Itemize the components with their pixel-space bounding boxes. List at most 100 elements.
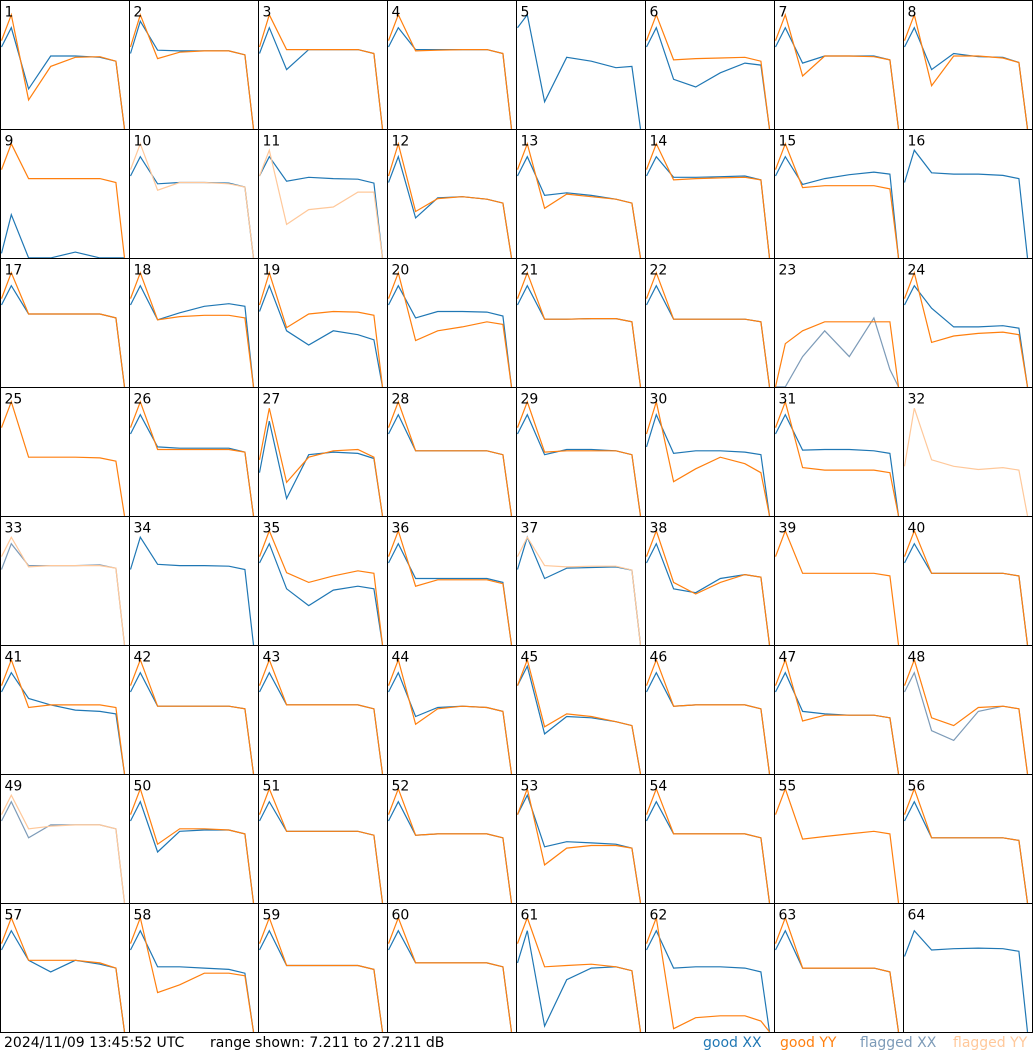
legend-entry: good XX [703, 1035, 762, 1051]
spectrum-xx [129, 535, 255, 645]
panel-label: 9 [5, 134, 14, 150]
panel-label: 46 [650, 650, 668, 666]
panel-label: 60 [392, 908, 410, 924]
spectrum-xx [645, 26, 771, 129]
legend-entry: flagged YY [953, 1035, 1028, 1051]
spectrum-yy [645, 658, 771, 774]
range-label: range shown: 7.211 to 27.211 dB [210, 1035, 444, 1051]
panel-label: 8 [908, 5, 917, 21]
spectrum-yy [129, 12, 255, 129]
panel-label: 14 [650, 134, 668, 150]
spectrum-xx [129, 929, 255, 1032]
spectrum-xx [258, 284, 384, 388]
panel-label: 21 [521, 263, 539, 279]
panel-label: 56 [908, 779, 926, 795]
panel-label: 38 [650, 521, 668, 537]
panel-label: 55 [779, 779, 797, 795]
panel-label: 45 [521, 650, 539, 666]
spectrum-yy [903, 12, 1029, 129]
spectrum-yy [0, 793, 126, 903]
panel-label: 1 [5, 5, 14, 21]
spectrum-yy [903, 657, 1029, 774]
panel-label: 47 [779, 650, 797, 666]
spectrum-yy [258, 916, 384, 1032]
spectrum-yy [774, 12, 900, 129]
spectrum-yy [387, 657, 513, 774]
spectrum-yy [903, 787, 1029, 903]
legend-entry: good YY [780, 1035, 837, 1051]
panel-label: 29 [521, 392, 539, 408]
spectrum-yy [774, 399, 900, 517]
panel-label: 34 [134, 521, 152, 537]
panel-label: 52 [392, 779, 410, 795]
spectrum-yy [0, 142, 126, 258]
spectrum-yy [774, 916, 900, 1032]
spectrum-yy [516, 916, 642, 1032]
spectrum-yy [645, 271, 771, 387]
spectrum-yy [387, 916, 513, 1032]
spectrum-yy [0, 399, 126, 516]
panel-label: 16 [908, 134, 926, 150]
spectrum-yy [645, 13, 771, 129]
spectrum-yy [903, 270, 1029, 387]
panel-label: 10 [134, 134, 152, 150]
spectrum-yy [645, 142, 771, 258]
spectrum-yy [258, 408, 384, 516]
panel-label: 17 [5, 263, 23, 279]
panel-label: 20 [392, 263, 410, 279]
spectrum-yy [387, 400, 513, 516]
spectrum-yy [774, 529, 900, 645]
panel-label: 57 [5, 908, 23, 924]
spectrum-xx [387, 284, 513, 387]
panel-label: 50 [134, 779, 152, 795]
spectrum-yy [903, 529, 1029, 645]
panel-label: 36 [392, 521, 410, 537]
panel-label: 54 [650, 779, 668, 795]
spectrum-yy [258, 658, 384, 774]
panel-label: 4 [392, 5, 401, 21]
spectrum-yy [258, 270, 384, 387]
spectrum-yy [129, 658, 255, 774]
spectrum-yy [645, 529, 771, 645]
spectrum-xx [387, 542, 513, 645]
spectrum-yy [645, 915, 770, 1033]
spectrum-yy [387, 13, 513, 129]
spectrum-yy [0, 12, 126, 129]
panel-label: 2 [134, 5, 143, 21]
spectrum-xx [903, 284, 1029, 387]
panel-label: 35 [263, 521, 281, 537]
panel-label: 51 [263, 779, 281, 795]
panel-label: 26 [134, 392, 152, 408]
panel-label: 30 [650, 392, 668, 408]
spectrum-xx [645, 412, 771, 516]
panel-label: 53 [521, 779, 539, 795]
spectrum-yy [258, 13, 384, 129]
spectrum-yy [645, 787, 771, 903]
panel-label: 64 [908, 908, 926, 924]
panel-label: 15 [779, 134, 797, 150]
spectrum-yy [387, 528, 513, 645]
spectrum-yy [0, 658, 126, 774]
spectrum-yy [516, 786, 642, 903]
spectrum-yy [903, 408, 1029, 517]
panel-label: 13 [521, 134, 539, 150]
panel-label: 39 [779, 521, 797, 537]
panel-label: 25 [5, 392, 23, 408]
panel-label: 23 [779, 263, 797, 279]
spectrum-xx [0, 212, 125, 259]
panel-label: 43 [263, 650, 281, 666]
spectrum-yy [645, 399, 771, 517]
panel-label: 58 [134, 908, 152, 924]
panel-label: 3 [263, 5, 272, 21]
spectrum-yy [129, 915, 255, 1032]
spectrum-xx [129, 284, 255, 387]
legend-entry: flagged XX [860, 1035, 937, 1051]
spectrum-xx [258, 542, 384, 645]
spectrum-yy [129, 271, 255, 387]
spectrum-yy [387, 787, 513, 903]
panel-label: 37 [521, 521, 539, 537]
spectrum-xx [903, 148, 1029, 258]
panel-label: 42 [134, 650, 152, 666]
spectrum-yy [129, 786, 255, 903]
panel-label: 19 [263, 263, 281, 279]
